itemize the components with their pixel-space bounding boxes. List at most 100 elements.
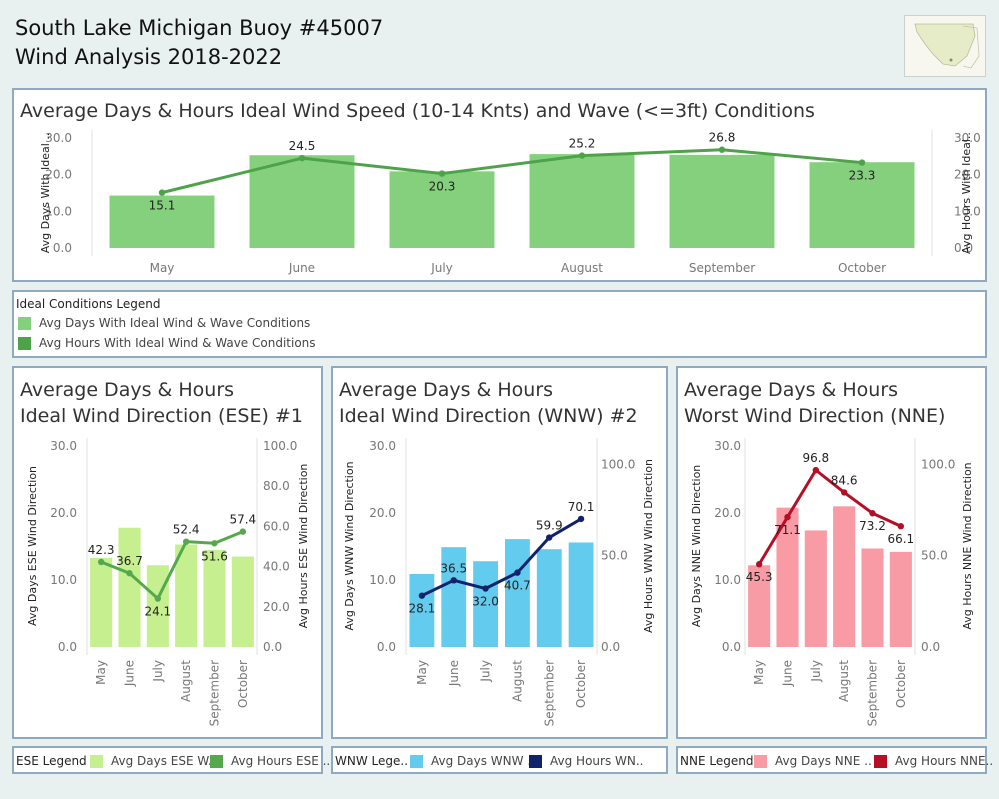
ese-legend-item-hours[interactable]: Avg Hours ESE ..: [210, 754, 330, 768]
ese-title-line2: Ideal Wind Direction (ESE) #1: [20, 405, 303, 427]
line-point: [869, 510, 876, 517]
data-label: 32.0: [472, 595, 499, 609]
data-label: 70.1: [568, 500, 595, 514]
nne-days-swatch: [754, 754, 767, 768]
ese-hours-swatch: [210, 754, 223, 768]
data-label: 40.7: [504, 579, 531, 593]
category-label: October: [574, 660, 588, 708]
left-axis-title: Avg Days ESE Wind Direction: [26, 466, 39, 626]
nne-legend: NNE Legend Avg Days NNE .. Avg Hours NNE…: [676, 746, 993, 774]
right-tick-label: 50.0: [921, 549, 948, 563]
right-tick-label: 100.0: [921, 457, 955, 471]
right-tick-label: 50.0: [601, 549, 628, 563]
category-label: May: [415, 660, 429, 685]
right-tick-label: 0.0: [263, 640, 282, 654]
data-label: 59.9: [536, 519, 563, 533]
left-tick-label: 0.0: [722, 640, 741, 654]
ideal-legend-item-hours[interactable]: Avg Hours With Ideal Wind & Wave Conditi…: [18, 336, 316, 350]
right-tick-label: 30.0: [954, 131, 981, 145]
left-tick-label: 30.0: [369, 439, 396, 453]
bar: [889, 551, 912, 647]
category-label: June: [781, 660, 795, 687]
wnw-legend: WNW Lege.. Avg Days WNW .. Avg Hours WN.…: [331, 746, 668, 774]
bar: [529, 154, 635, 248]
ese-legend-days-label: Avg Days ESE W..: [111, 754, 216, 768]
wnw-days-swatch: [410, 754, 423, 768]
right-axis-title: Avg Hours NNE Wind Direction: [961, 462, 974, 629]
ese-legend-title: ESE Legend: [16, 754, 87, 768]
bar: [231, 556, 254, 647]
right-tick-label: 60.0: [263, 519, 290, 533]
right-tick-label: 0.0: [954, 241, 973, 255]
category-label: July: [151, 660, 165, 683]
data-label: 36.5: [440, 561, 467, 575]
left-tick-label: 30.0: [45, 131, 72, 145]
wnw-title-line1: Average Days & Hours: [339, 379, 554, 401]
bar: [776, 507, 799, 647]
line-point: [858, 159, 866, 166]
right-tick-label: 100.0: [601, 457, 635, 471]
left-tick-label: 30.0: [50, 439, 77, 453]
wnw-legend-hours-label: Avg Hours WN..: [550, 754, 644, 768]
line-point: [578, 152, 586, 159]
nne-legend-days-label: Avg Days NNE ..: [775, 754, 872, 768]
line-point: [126, 570, 133, 577]
ese-legend-hours-label: Avg Hours ESE ..: [231, 754, 331, 768]
nne-legend-item-hours[interactable]: Avg Hours NNE..: [874, 754, 993, 768]
ideal-legend-title: Ideal Conditions Legend: [16, 297, 161, 311]
right-tick-label: 0.0: [601, 640, 620, 654]
ese-days-swatch: [90, 754, 103, 768]
days-swatch: [18, 316, 31, 330]
wnw-legend-item-hours[interactable]: Avg Hours WN..: [529, 754, 643, 768]
category-label: September: [866, 660, 880, 726]
ese-chart-svg: 0.010.020.030.00.020.040.060.080.0100.0A…: [26, 438, 310, 726]
data-label: 84.6: [831, 473, 858, 487]
right-tick-label: 20.0: [954, 168, 981, 182]
ese-title-line1: Average Days & Hours: [20, 379, 235, 401]
left-tick-label: 10.0: [714, 573, 741, 587]
dashboard-title: South Lake Michigan Buoy #45007 Wind Ana…: [15, 14, 383, 72]
left-axis-title: Avg Days NNE Wind Direction: [690, 465, 703, 628]
ideal-legend-hours-label: Avg Hours With Ideal Wind & Wave Conditi…: [39, 336, 316, 350]
ideal-conditions-legend: Ideal Conditions Legend Avg Days With Id…: [12, 290, 987, 358]
category-label: July: [430, 261, 453, 275]
series-line: [757, 468, 902, 565]
dashboard-title-line2: Wind Analysis 2018-2022: [15, 45, 283, 69]
top-chart-title: Average Days & Hours Ideal Wind Speed (1…: [20, 100, 815, 122]
right-tick-label: 20.0: [263, 600, 290, 614]
line-point: [450, 577, 457, 584]
wnw-legend-item-days[interactable]: Avg Days WNW ..: [410, 754, 535, 768]
right-tick-label: 100.0: [263, 439, 297, 453]
bar: [249, 155, 355, 248]
nne-chart-title: Average Days & Hours Worst Wind Directio…: [684, 377, 945, 429]
category-label: October: [838, 261, 886, 275]
bar: [473, 561, 498, 647]
data-label: 28.1: [409, 602, 436, 616]
line-point: [211, 540, 218, 547]
data-label: 96.8: [802, 451, 829, 465]
line-point: [298, 154, 306, 162]
data-label: 25.2: [569, 137, 596, 151]
nne-legend-item-days[interactable]: Avg Days NNE ..: [754, 754, 872, 768]
wnw-legend-title: WNW Lege..: [335, 754, 409, 768]
data-label: 23.3: [849, 169, 876, 183]
top-chart-panel: Average Days & Hours Ideal Wind Speed (1…: [12, 88, 987, 282]
ese-legend-item-days[interactable]: Avg Days ESE W..: [90, 754, 216, 768]
category-label: August: [561, 261, 603, 275]
left-tick-label: 0.0: [58, 640, 77, 654]
bar: [118, 527, 141, 647]
line-point: [840, 489, 848, 496]
line-point: [718, 146, 726, 153]
data-label: 57.4: [229, 513, 256, 527]
data-label: 45.3: [746, 570, 773, 584]
data-label: 52.4: [173, 523, 200, 537]
ideal-legend-item-days[interactable]: Avg Days With Ideal Wind & Wave Conditio…: [18, 316, 310, 330]
data-label: 24.1: [144, 605, 171, 619]
category-label: July: [809, 660, 823, 683]
nne-legend-title: NNE Legend: [680, 754, 754, 768]
line-point: [438, 170, 446, 177]
left-tick-label: 30.0: [714, 439, 741, 453]
bar: [90, 557, 113, 647]
map-thumbnail[interactable]: [904, 15, 986, 77]
